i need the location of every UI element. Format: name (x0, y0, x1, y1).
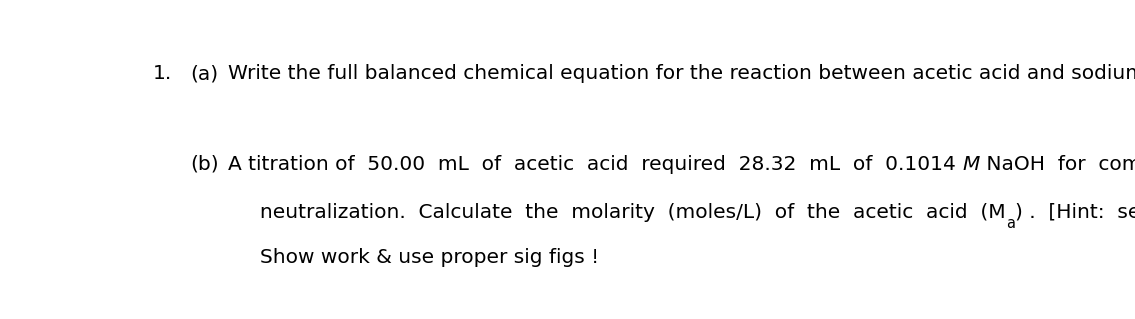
Text: 1.: 1. (152, 64, 171, 83)
Text: a: a (1006, 216, 1015, 231)
Text: NaOH  for  complete: NaOH for complete (980, 155, 1135, 174)
Text: Write the full balanced chemical equation for the reaction between acetic acid a: Write the full balanced chemical equatio… (228, 64, 1135, 83)
Text: ) .  [Hint:  see  eqn  top  p. 41]: ) . [Hint: see eqn top p. 41] (1015, 203, 1135, 222)
Text: A titration of  50.00  mL  of  acetic  acid  required  28.32  mL  of  0.1014: A titration of 50.00 mL of acetic acid r… (228, 155, 962, 174)
Text: (b): (b) (191, 155, 219, 174)
Text: (a): (a) (191, 64, 218, 83)
Text: Show work & use proper sig figs !: Show work & use proper sig figs ! (228, 248, 599, 267)
Text: a: a (1006, 203, 1015, 218)
Text: neutralization.  Calculate  the  molarity  (moles/L)  of  the  acetic  acid  (M: neutralization. Calculate the molarity (… (228, 203, 1006, 222)
Text: M: M (962, 155, 980, 174)
